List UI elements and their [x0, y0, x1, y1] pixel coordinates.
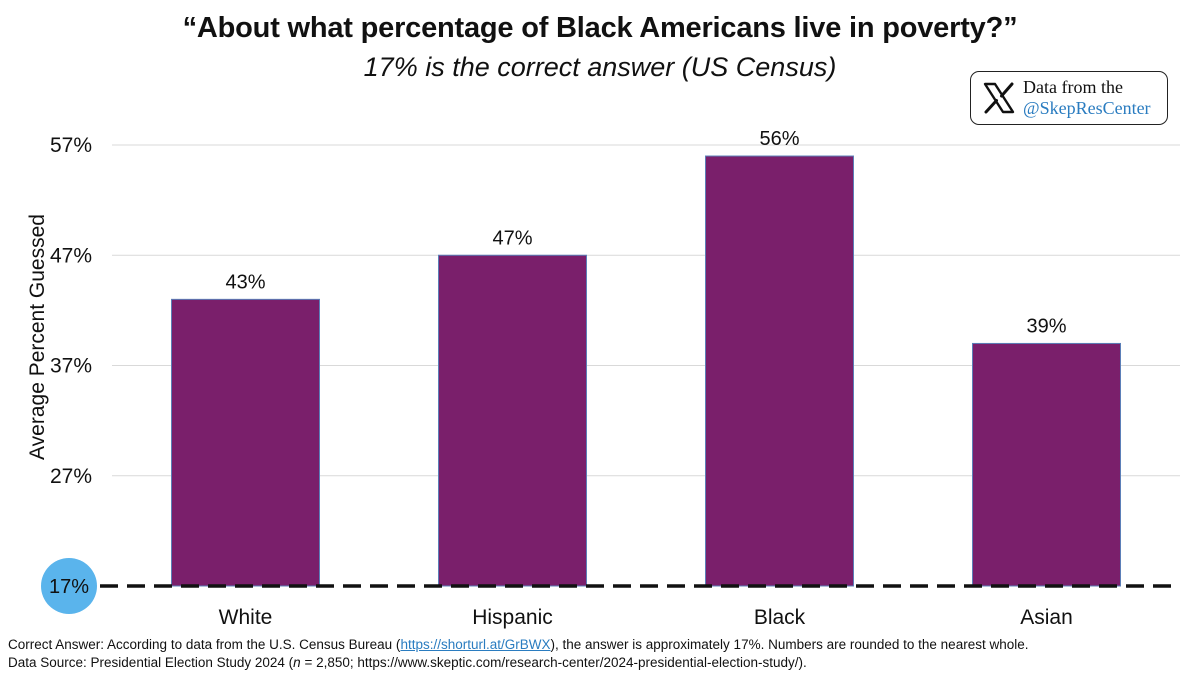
badge-line-1: Data from the	[1023, 77, 1123, 97]
x-tick-label: Asian	[1020, 606, 1073, 629]
y-tick-label: 27%	[50, 465, 92, 488]
x-tick-label: Black	[754, 606, 806, 629]
x-logo-icon	[983, 82, 1015, 114]
x-tick-label: Hispanic	[472, 606, 553, 629]
reference-marker	[41, 558, 97, 614]
data-label: 39%	[1026, 315, 1066, 337]
chart-title: “About what percentage of Black American…	[182, 12, 1018, 44]
chart-footer: Correct Answer: According to data from t…	[8, 636, 1028, 672]
bar	[438, 254, 587, 587]
chart-subtitle: 17% is the correct answer (US Census)	[363, 52, 837, 82]
census-link[interactable]: https://shorturl.at/GrBWX	[400, 637, 551, 652]
badge-handle[interactable]: @SkepResCenter	[1023, 98, 1151, 118]
data-label: 47%	[492, 227, 532, 249]
y-tick-label: 57%	[50, 134, 92, 157]
y-tick-label: 47%	[50, 244, 92, 267]
source-badge[interactable]: Data from the @SkepResCenter	[970, 71, 1168, 125]
y-axis-label: Average Percent Guessed	[26, 214, 49, 460]
bar	[705, 155, 854, 587]
footer-line-1: Correct Answer: According to data from t…	[8, 637, 1029, 652]
footer-line-2: Data Source: Presidential Election Study…	[8, 655, 807, 670]
bar	[972, 342, 1121, 587]
data-label: 56%	[759, 128, 799, 150]
data-label: 43%	[225, 271, 265, 293]
reference-label: 17%	[49, 576, 89, 598]
bar	[171, 298, 320, 587]
x-tick-label: White	[219, 606, 273, 629]
y-tick-label: 37%	[50, 355, 92, 378]
